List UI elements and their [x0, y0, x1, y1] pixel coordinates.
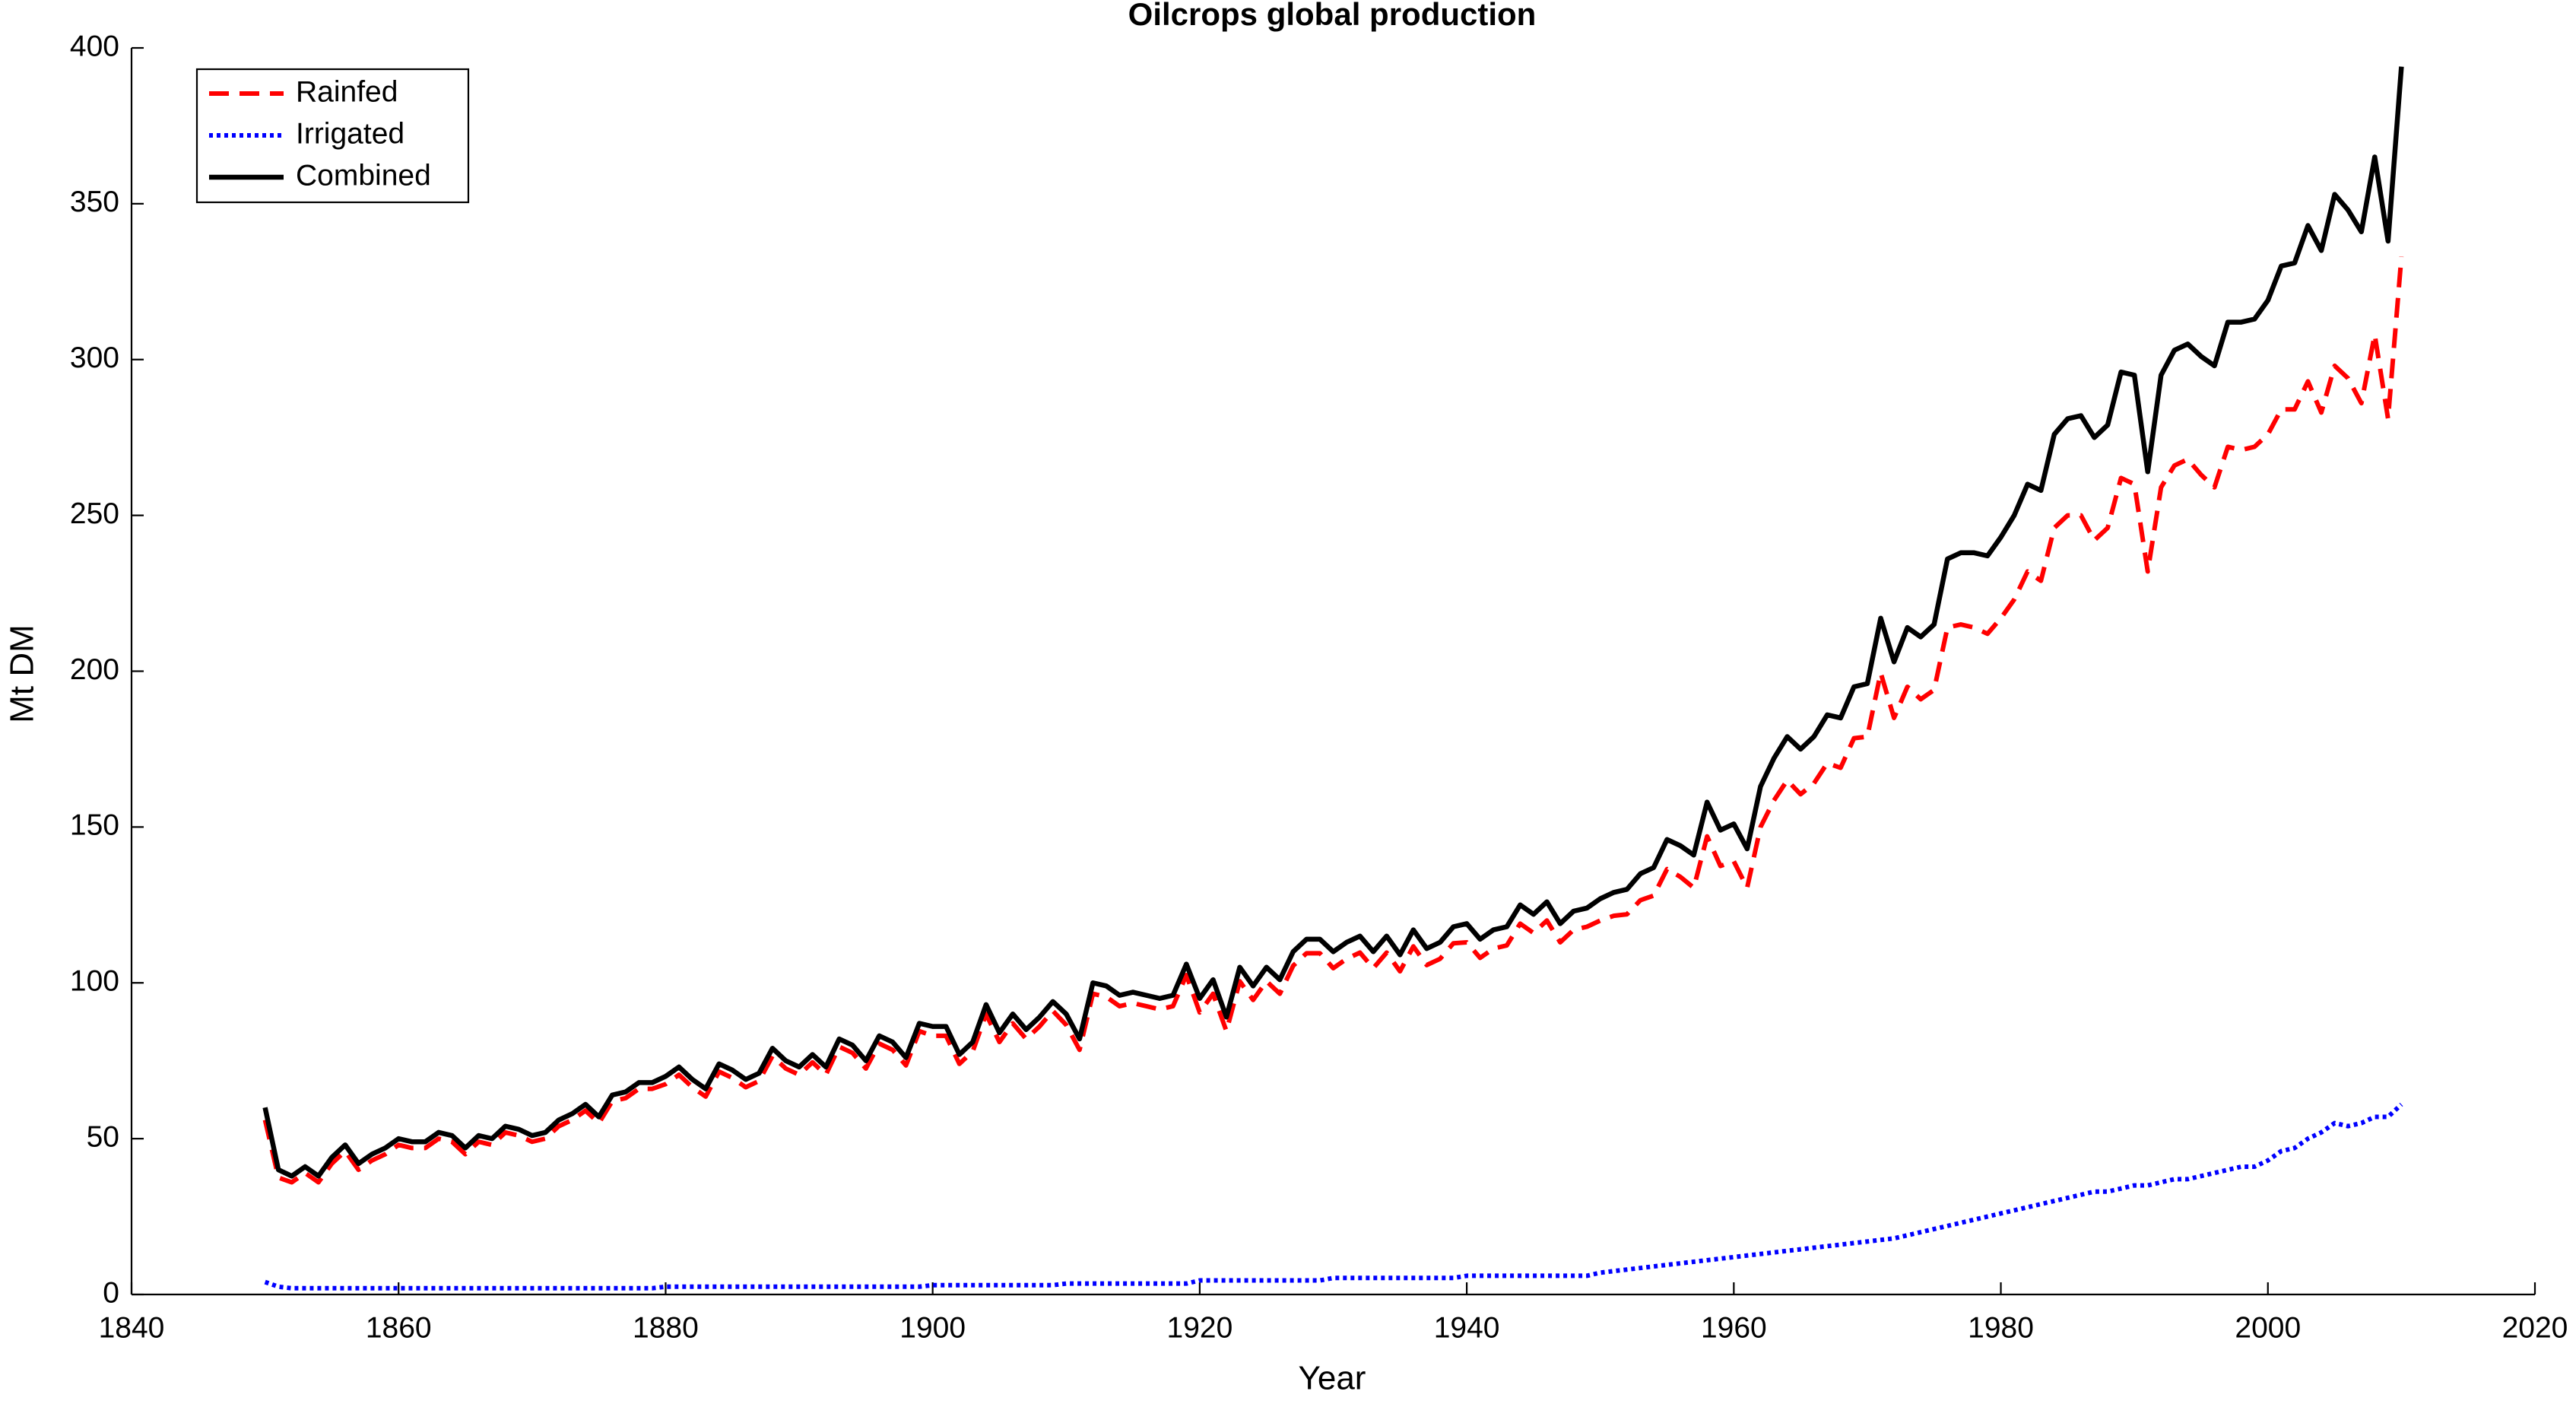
- x-tick-label: 1840: [99, 1311, 165, 1344]
- x-tick-label: 1980: [1968, 1311, 2034, 1344]
- x-tick-label: 2000: [2235, 1311, 2301, 1344]
- y-tick-label: 350: [70, 186, 119, 218]
- y-tick-label: 150: [70, 809, 119, 842]
- x-tick-label: 1860: [366, 1311, 432, 1344]
- series-line: [262, 66, 2404, 1179]
- x-axis-label: Year: [1299, 1360, 1366, 1397]
- x-tick-label: 1900: [899, 1311, 966, 1344]
- y-tick-label: 50: [87, 1120, 119, 1153]
- series-line: [262, 256, 2404, 1185]
- x-tick-label: 1920: [1167, 1311, 1233, 1344]
- series-line: [264, 1102, 2403, 1291]
- legend-label: Combined: [296, 159, 431, 192]
- y-axis-label: Mt DM: [4, 624, 41, 723]
- y-tick-label: 400: [70, 30, 119, 62]
- x-tick-label: 1940: [1434, 1311, 1500, 1344]
- chart-title: Oilcrops global production: [1128, 0, 1537, 32]
- x-tick-label: 1880: [633, 1311, 699, 1344]
- y-tick-label: 0: [103, 1276, 119, 1309]
- x-tick-label: 2020: [2502, 1311, 2568, 1344]
- legend-label: Irrigated: [296, 117, 404, 150]
- y-tick-label: 100: [70, 965, 119, 998]
- x-tick-label: 1960: [1701, 1311, 1767, 1344]
- y-tick-label: 300: [70, 341, 119, 374]
- y-tick-label: 250: [70, 497, 119, 530]
- legend-label: Rainfed: [296, 75, 398, 108]
- y-tick-label: 200: [70, 653, 119, 686]
